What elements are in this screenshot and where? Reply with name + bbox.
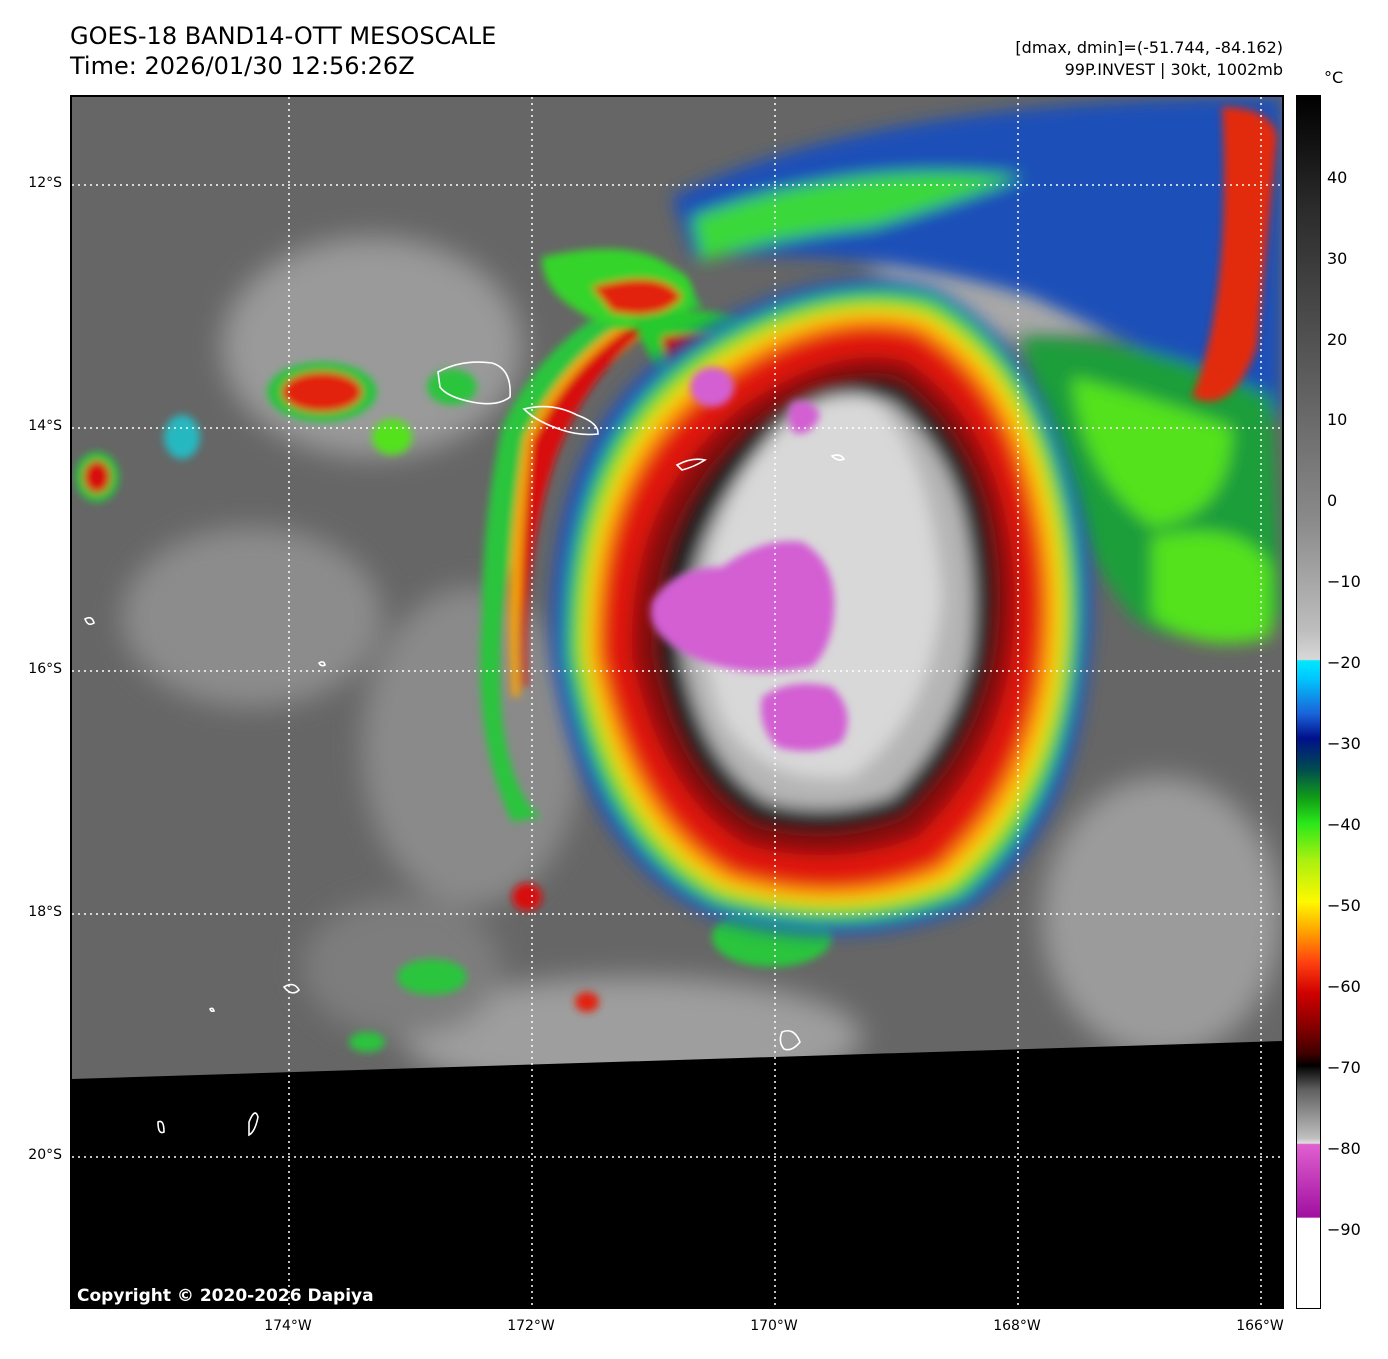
island-manua — [830, 454, 846, 461]
island-late — [209, 1007, 215, 1013]
colorbar-tick-40: 40 — [1327, 168, 1348, 187]
lon-label-174w: 174°W — [264, 1318, 312, 1334]
satellite-map[interactable]: Copyright © 2020-2026 Dapiya — [70, 95, 1284, 1309]
lat-label-16s: 16°S — [28, 661, 62, 677]
colorbar-tick-m20: −20 — [1327, 653, 1361, 672]
colorbar-tick-m10: −10 — [1327, 572, 1361, 591]
cold-cloud-tops — [650, 367, 848, 751]
colorbar-tick-m70: −70 — [1327, 1058, 1361, 1077]
lat-label-18s: 18°S — [28, 904, 62, 920]
colorbar-unit: °C — [1324, 68, 1344, 87]
western-spiral-band — [480, 277, 702, 822]
colorbar-tick-0: 0 — [1327, 491, 1338, 510]
copyright-notice: Copyright © 2020-2026 Dapiya — [77, 1286, 374, 1306]
land-outlines — [84, 361, 846, 1137]
no-data-region — [72, 1041, 1282, 1307]
island-haapai — [248, 1112, 259, 1137]
title-satellite-product: GOES-18 BAND14-OTT MESOSCALE — [70, 22, 497, 50]
lon-label-170w: 170°W — [750, 1318, 798, 1334]
lon-label-166w: 166°W — [1236, 1318, 1284, 1334]
satellite-imagery — [72, 97, 1282, 1307]
island-vavau — [282, 983, 300, 994]
island-niuatoputapu — [317, 661, 326, 667]
colorbar-tick-20: 20 — [1327, 330, 1348, 349]
lat-label-14s: 14°S — [28, 418, 62, 434]
colorbar-tick-30: 30 — [1327, 249, 1348, 268]
island-upolu — [522, 405, 599, 436]
graticule — [72, 97, 1282, 1307]
lat-label-20s: 20°S — [28, 1147, 62, 1163]
colorbar-tick-m80: −80 — [1327, 1139, 1361, 1158]
storm-info: 99P.INVEST | 30kt, 1002mb — [1064, 60, 1283, 79]
temperature-range-info: [dmax, dmin]=(-51.744, -84.162) — [1015, 38, 1283, 57]
island-niue — [779, 1029, 801, 1051]
colorbar-tick-10: 10 — [1327, 410, 1348, 429]
island-savaii — [437, 361, 511, 405]
colorbar-tick-m30: −30 — [1327, 734, 1361, 753]
northeast-red-streak — [1192, 107, 1277, 402]
title-timestamp: Time: 2026/01/30 12:56:26Z — [70, 52, 415, 80]
colorbar-tick-m60: −60 — [1327, 977, 1361, 996]
lon-label-168w: 168°W — [993, 1318, 1041, 1334]
temperature-colorbar — [1296, 95, 1321, 1309]
island-haapai-west — [157, 1120, 165, 1134]
island-niuafoou — [84, 616, 95, 626]
colorbar-tick-m50: −50 — [1327, 896, 1361, 915]
island-tutuila — [675, 458, 708, 471]
lon-label-172w: 172°W — [507, 1318, 555, 1334]
colorbar-tick-m90: −90 — [1327, 1220, 1361, 1239]
lat-label-12s: 12°S — [28, 175, 62, 191]
colorbar-tick-m40: −40 — [1327, 815, 1361, 834]
